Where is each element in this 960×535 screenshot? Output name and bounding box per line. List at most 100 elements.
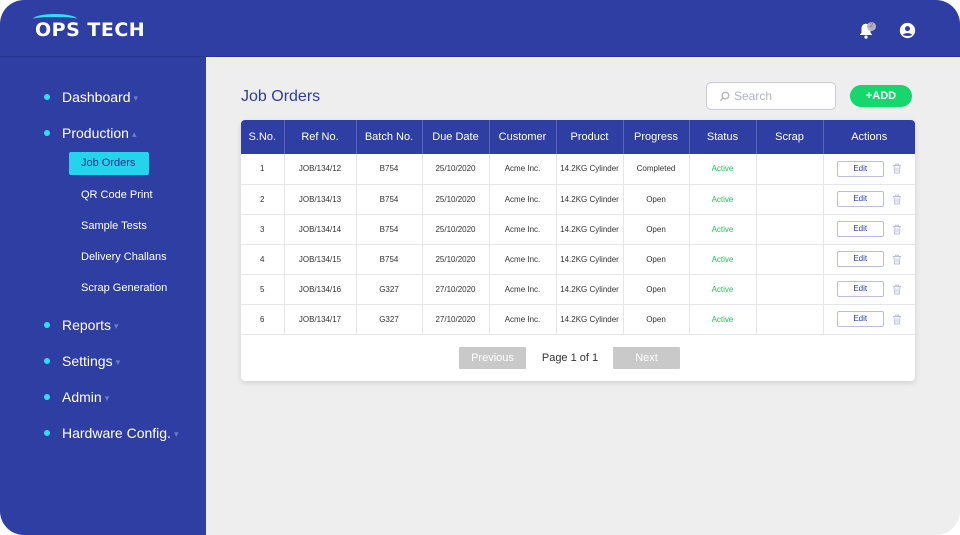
sidebar-item-label: Reports: [62, 317, 112, 333]
sidebar-item-admin[interactable]: Admin ▾: [44, 387, 109, 407]
cell-status: Active: [689, 154, 757, 184]
cell-scrap: [756, 184, 824, 214]
column-header[interactable]: Ref No.: [284, 120, 357, 154]
cell-customer: Acme Inc.: [489, 274, 557, 304]
column-header[interactable]: Due Date: [422, 120, 490, 154]
previous-button[interactable]: Previous: [459, 347, 526, 369]
table-row[interactable]: 2 JOB/134/13 B754 25/10/2020 Acme Inc. 1…: [241, 184, 915, 214]
cell-ref-no: JOB/134/16: [284, 274, 357, 304]
cell-status: Active: [689, 214, 757, 244]
cell-scrap: [756, 274, 824, 304]
cell-ref-no: JOB/134/17: [284, 304, 357, 334]
trash-icon[interactable]: [892, 163, 902, 174]
edit-button[interactable]: Edit: [836, 311, 884, 327]
column-header[interactable]: Progress: [623, 120, 690, 154]
trash-icon[interactable]: [892, 314, 902, 325]
cell-ref-no: JOB/134/13: [284, 184, 357, 214]
sidebar-item-dashboard[interactable]: Dashboard ▾: [44, 87, 138, 107]
table-row[interactable]: 1 JOB/134/12 B754 25/10/2020 Acme Inc. 1…: [241, 154, 915, 184]
next-button[interactable]: Next: [613, 347, 680, 369]
logo: OPS TECH: [33, 14, 145, 41]
trash-icon[interactable]: [892, 284, 902, 295]
sidebar-item-label: Dashboard: [62, 89, 131, 105]
sidebar-item-label: Production: [62, 125, 129, 141]
sidebar-subitem-sample-tests[interactable]: Sample Tests: [81, 220, 147, 232]
table-row[interactable]: 3 JOB/134/14 B754 25/10/2020 Acme Inc. 1…: [241, 214, 915, 244]
column-header[interactable]: Scrap: [756, 120, 824, 154]
column-header: Actions: [851, 131, 888, 143]
trash-icon[interactable]: [892, 254, 902, 265]
edit-button[interactable]: Edit: [836, 160, 884, 177]
search-box[interactable]: [706, 82, 836, 110]
cell-status: Active: [689, 244, 757, 274]
edit-button[interactable]: Edit: [836, 281, 884, 297]
trash-icon[interactable]: [892, 224, 902, 235]
cell-actions: Edit: [823, 214, 915, 244]
sidebar-item-label: Hardware Config.: [62, 425, 171, 441]
cell-due-date: 25/10/2020: [422, 154, 490, 184]
bullet-icon: [44, 358, 50, 364]
chevron-up-icon: ▴: [131, 129, 137, 139]
bullet-icon: [44, 394, 50, 400]
cell-due-date: 27/10/2020: [422, 304, 490, 334]
sidebar-item-label: Settings: [62, 353, 113, 369]
column-header[interactable]: Customer: [489, 120, 557, 154]
cell-batch-no: B754: [356, 184, 423, 214]
column-header[interactable]: S.No.: [241, 120, 285, 154]
cell-due-date: 25/10/2020: [422, 244, 490, 274]
page-indicator: Page 1 of 1: [541, 352, 599, 364]
sidebar-item-hardware-config[interactable]: Hardware Config. ▾: [44, 423, 178, 443]
cell-product: 14.2KG Cylinder: [556, 244, 624, 274]
table-row[interactable]: 6 JOB/134/17 G327 27/10/2020 Acme Inc. 1…: [241, 304, 915, 334]
edit-button[interactable]: Edit: [836, 221, 884, 237]
cell-product: 14.2KG Cylinder: [556, 154, 624, 184]
cell-batch-no: B754: [356, 244, 423, 274]
cell-sno: 2: [241, 184, 285, 214]
cell-status: Active: [689, 274, 757, 304]
column-header[interactable]: Status: [689, 120, 757, 154]
sidebar-item-label: Admin: [62, 389, 102, 405]
sidebar-item-reports[interactable]: Reports ▾: [44, 315, 119, 335]
search-input[interactable]: [734, 89, 824, 103]
cell-status: Active: [689, 304, 757, 334]
edit-button[interactable]: Edit: [836, 191, 884, 207]
chevron-down-icon: ▾: [115, 357, 121, 367]
sidebar-item-settings[interactable]: Settings ▾: [44, 351, 120, 371]
user-circle-icon[interactable]: [899, 22, 916, 39]
edit-button[interactable]: Edit: [836, 251, 884, 267]
cell-actions: Edit: [823, 274, 915, 304]
cell-product: 14.2KG Cylinder: [556, 214, 624, 244]
sidebar-item-production[interactable]: Production ▴: [44, 123, 136, 143]
cell-due-date: 25/10/2020: [422, 184, 490, 214]
cell-status: Active: [689, 184, 757, 214]
add-button[interactable]: +ADD: [850, 85, 912, 107]
cell-due-date: 25/10/2020: [422, 214, 490, 244]
cell-progress: Open: [623, 184, 690, 214]
sidebar-subitem-scrap-generation[interactable]: Scrap Generation: [81, 282, 168, 294]
chevron-down-icon: ▾: [173, 429, 179, 439]
cell-ref-no: JOB/134/12: [284, 154, 357, 184]
table-row[interactable]: 4 JOB/134/15 B754 25/10/2020 Acme Inc. 1…: [241, 244, 915, 274]
top-bar: OPS TECH 2: [0, 0, 960, 57]
sidebar-subitem-qr-code-print[interactable]: QR Code Print: [81, 189, 153, 201]
pagination: Previous Page 1 of 1 Next: [241, 347, 915, 369]
cell-customer: Acme Inc.: [489, 304, 557, 334]
cell-customer: Acme Inc.: [489, 244, 557, 274]
cell-customer: Acme Inc.: [489, 214, 557, 244]
column-header[interactable]: Product: [556, 120, 624, 154]
column-header[interactable]: Batch No.: [356, 120, 423, 154]
cell-customer: Acme Inc.: [489, 184, 557, 214]
sidebar-subitem-job-orders[interactable]: Job Orders: [69, 152, 149, 175]
cell-sno: 6: [241, 304, 285, 334]
cell-scrap: [756, 154, 824, 184]
cell-ref-no: JOB/134/15: [284, 244, 357, 274]
trash-icon[interactable]: [892, 194, 902, 205]
cell-sno: 4: [241, 244, 285, 274]
table-header-row: S.No. Ref No. Batch No. Due Date Custome…: [241, 120, 915, 154]
cell-sno: 5: [241, 274, 285, 304]
cell-customer: Acme Inc.: [489, 154, 557, 184]
table-row[interactable]: 5 JOB/134/16 G327 27/10/2020 Acme Inc. 1…: [241, 274, 915, 304]
cell-scrap: [756, 244, 824, 274]
notification-badge: 2: [867, 22, 876, 31]
sidebar-subitem-delivery-challans[interactable]: Delivery Challans: [81, 251, 167, 263]
